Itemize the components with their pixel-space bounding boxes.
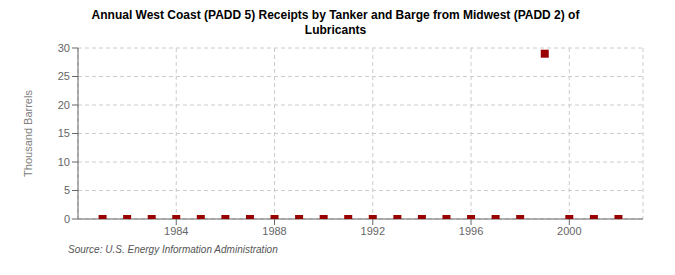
svg-text:Thousand Barrels: Thousand Barrels xyxy=(22,90,34,177)
svg-text:25: 25 xyxy=(58,70,70,82)
svg-text:1984: 1984 xyxy=(164,225,188,237)
svg-text:20: 20 xyxy=(58,99,70,111)
svg-text:1988: 1988 xyxy=(262,225,286,237)
html-text:Lubricants: Lubricants xyxy=(304,23,367,37)
svg-text:1992: 1992 xyxy=(361,225,385,237)
svg-text:1996: 1996 xyxy=(459,225,483,237)
svg-text:5: 5 xyxy=(64,184,70,196)
svg-text:10: 10 xyxy=(58,156,70,168)
svg-text:0: 0 xyxy=(64,213,70,225)
html-text:Source: U.S. Energy Informatio: Source: U.S. Energy Information Administ… xyxy=(68,244,278,255)
html-text:Annual West Coast (PADD 5) Rec: Annual West Coast (PADD 5) Receipts by T… xyxy=(91,8,580,22)
svg-text:15: 15 xyxy=(58,127,70,139)
svg-text:30: 30 xyxy=(58,42,70,54)
svg-text:2000: 2000 xyxy=(557,225,581,237)
